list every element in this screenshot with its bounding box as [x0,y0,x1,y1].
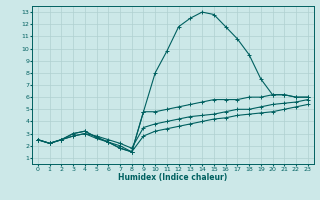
X-axis label: Humidex (Indice chaleur): Humidex (Indice chaleur) [118,173,228,182]
